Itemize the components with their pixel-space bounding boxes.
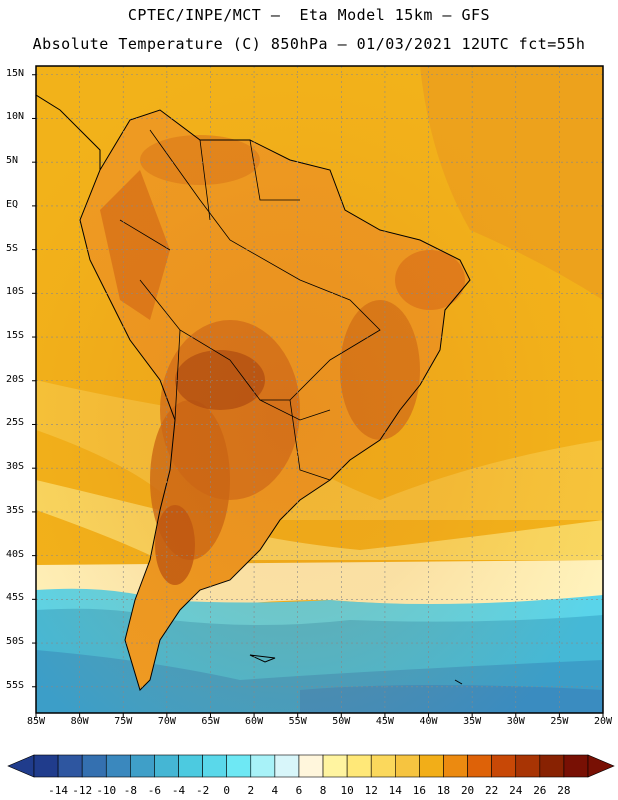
colorbar-right-arrow [587, 754, 615, 778]
lat-label: 40S [6, 548, 25, 560]
colorbar-segment [250, 754, 276, 778]
lon-label: 75W [114, 716, 133, 727]
colorbar-label: 28 [557, 784, 571, 797]
lat-label: 25S [6, 417, 25, 429]
lon-label: 65W [201, 716, 220, 727]
colorbar-segment [467, 754, 492, 778]
colorbar-segment [105, 754, 131, 778]
colorbar-left-arrow [7, 754, 35, 778]
colorbar-label: -2 [195, 784, 210, 797]
colorbar-label: 22 [485, 784, 499, 797]
colorbar-segment [491, 754, 517, 778]
colorbar-label: 16 [412, 784, 427, 797]
lat-label: 15S [6, 330, 25, 342]
lon-label: 45W [375, 716, 394, 727]
lat-label: 50S [6, 636, 25, 648]
colorbar-label: 6 [295, 784, 303, 797]
colorbar-segment [563, 754, 589, 778]
lat-label: 35S [6, 504, 25, 516]
colorbar-segment [515, 754, 541, 778]
title-line-1: CPTEC/INPE/MCT – Eta Model 15km – GFS [127, 6, 491, 24]
map-frame [35, 65, 604, 714]
lat-label: 5S [6, 242, 19, 254]
lon-label: 40W [419, 716, 438, 727]
colorbar-segment [346, 754, 372, 778]
lat-label: EQ [6, 198, 19, 210]
colorbar-segment [322, 754, 348, 778]
colorbar-segment [57, 754, 83, 778]
colorbar-segment [154, 754, 179, 778]
lat-label: 45S [6, 592, 25, 604]
colorbar-label: 0 [223, 784, 230, 797]
colorbar-segment [539, 754, 565, 778]
colorbar-label: -12 [72, 784, 93, 797]
lat-label: 30S [6, 461, 25, 473]
colorbar-label: -14 [48, 784, 69, 797]
colorbar-label: 8 [319, 784, 327, 797]
lat-label: 20S [6, 373, 25, 385]
lon-label: 25W [550, 716, 569, 727]
lon-label: 50W [332, 716, 351, 727]
lon-label: 30W [506, 716, 525, 727]
colorbar-label: 4 [271, 784, 279, 797]
colorbar-label: 20 [460, 784, 475, 797]
lat-label: 15N [6, 67, 25, 79]
colorbar-label: -6 [147, 784, 162, 797]
colorbar-segment [395, 754, 420, 778]
lat-label: 10S [6, 286, 25, 298]
colorbar-segment [419, 754, 444, 778]
colorbar-segment [370, 754, 396, 778]
colorbar-label: 24 [509, 784, 523, 797]
colorbar-label: 26 [533, 784, 547, 797]
colorbar-label: 10 [340, 784, 354, 797]
colorbar-segment [33, 754, 59, 778]
lon-label: 80W [70, 716, 89, 727]
colorbar-segment [298, 754, 324, 778]
colorbar-label: 18 [436, 784, 451, 797]
colorbar-segment [130, 754, 155, 778]
colorbar [7, 754, 615, 778]
lon-label: 35W [463, 716, 482, 727]
colorbar-label: -4 [171, 784, 186, 797]
colorbar-label: -8 [123, 784, 137, 797]
lat-label: 10N [6, 111, 25, 123]
colorbar-segment [202, 754, 227, 778]
lon-label: 85W [26, 716, 46, 727]
colorbar-label: 14 [388, 784, 402, 797]
colorbar-segment [81, 754, 107, 778]
title-line-2: Absolute Temperature (C) 850hPa – 01/03/… [32, 35, 586, 53]
colorbar-segment [443, 754, 468, 778]
lat-label: 55S [6, 679, 25, 691]
colorbar-label: -10 [96, 784, 117, 797]
lon-label: 20W [593, 716, 613, 727]
colorbar-segment [178, 754, 203, 778]
lat-label: 5N [6, 155, 19, 167]
lon-label: 55W [288, 716, 307, 727]
colorbar-segment [274, 754, 300, 778]
colorbar-segment [226, 754, 252, 778]
lon-label: 70W [157, 716, 176, 727]
colorbar-label: 12 [364, 784, 378, 797]
lon-label: 60W [245, 716, 264, 727]
map-field [36, 66, 603, 713]
colorbar-label: 2 [247, 784, 255, 797]
